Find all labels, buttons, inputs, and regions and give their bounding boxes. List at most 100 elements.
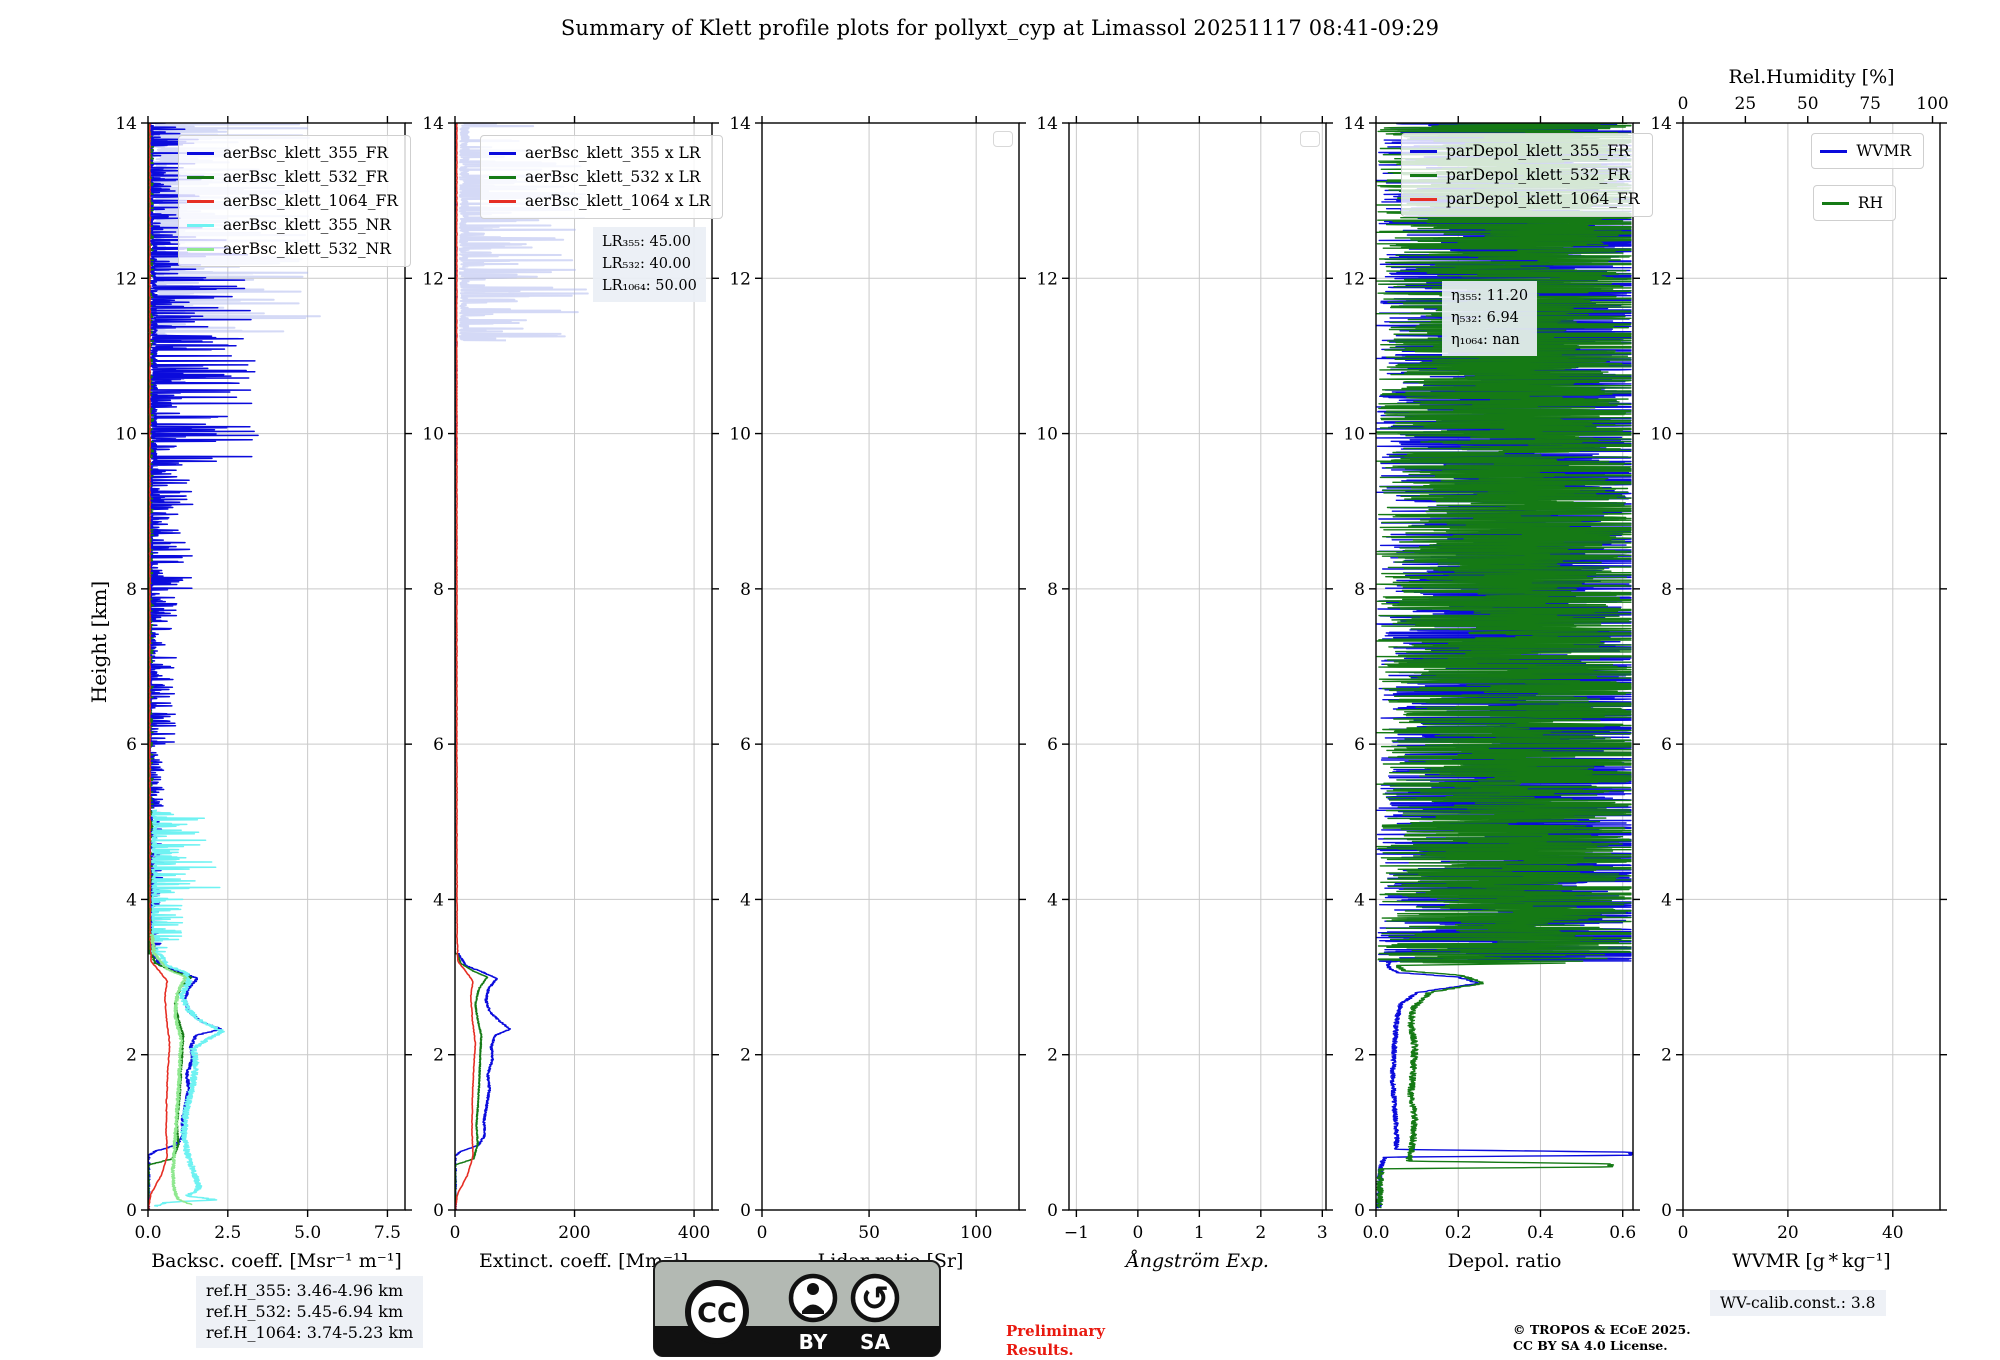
badge-by-label: BY [799, 1330, 828, 1354]
legend-item: aerBsc_klett_532 x LR [489, 165, 710, 189]
y-tick-label: 2 [1047, 1046, 1058, 1066]
y-tick-label: 0 [1047, 1201, 1058, 1221]
aerBsc_klett_1064_FR-curve [148, 123, 171, 1210]
legend-label: aerBsc_klett_532_NR [223, 240, 391, 259]
x-tick-label: 400 [678, 1223, 710, 1243]
y-tick-label: 10 [1036, 425, 1058, 445]
wv-calibration-box: WV-calib.const.: 3.8 [1710, 1290, 1886, 1316]
x-tick-label: 1 [1194, 1223, 1205, 1243]
preliminary-results-note: Preliminary Results. [1006, 1322, 1105, 1359]
y-tick-label: 8 [1354, 580, 1365, 600]
x-tick-label: 200 [558, 1223, 590, 1243]
legend-label: parDepol_klett_532_FR [1446, 166, 1630, 185]
x-tick-label: 0 [757, 1223, 768, 1243]
legend-swatch [1410, 197, 1437, 201]
y-axis-label: Height [km] [87, 580, 112, 704]
page-title: Summary of Klett profile plots for polly… [560, 16, 1440, 40]
legend-item: aerBsc_klett_532_FR [187, 165, 398, 189]
share-alike-icon: ↺ [850, 1273, 900, 1323]
ghost_355xLR-curve [458, 123, 589, 342]
legend: aerBsc_klett_355 x LR aerBsc_klett_532 x … [480, 135, 724, 220]
y-tick-label: 8 [126, 580, 137, 600]
x-tick-label: 40 [1882, 1223, 1904, 1243]
legend-item: WVMR [1820, 139, 1911, 163]
legend-swatch [1410, 149, 1437, 153]
legend-swatch [187, 247, 214, 251]
y-tick-label: 10 [1650, 425, 1672, 445]
legend-item: aerBsc_klett_1064 x LR [489, 189, 710, 213]
y-tick-label: 8 [1661, 580, 1672, 600]
top-tick-label: 25 [1735, 94, 1757, 114]
y-tick-label: 0 [1354, 1201, 1365, 1221]
y-tick-label: 10 [115, 425, 137, 445]
y-tick-label: 0 [433, 1201, 444, 1221]
copyright-note: © TROPOS & ECoE 2025. CC BY SA 4.0 Licen… [1513, 1322, 1691, 1354]
y-tick-label: 0 [740, 1201, 751, 1221]
y-tick-label: 2 [433, 1046, 444, 1066]
legend-item: aerBsc_klett_1064_FR [187, 189, 398, 213]
y-tick-label: 14 [422, 114, 444, 134]
legend-item: parDepol_klett_532_FR [1410, 163, 1640, 187]
plot-wvmr: 0 20 40 0 25 50 75 100 Rel.Humidity [%] 0 2 4 6 8 10 12… [1650, 66, 1948, 1272]
y-tick-label: 8 [1047, 580, 1058, 600]
panel-extinction: 0 200 400 0 2 4 6 8 10 12 14 Extinct. coeff. [Mm⁻¹]… [422, 114, 724, 1272]
legend-label: aerBsc_klett_355_FR [223, 144, 389, 162]
ref-h-532: ref.H_532: 5.45-6.94 km [206, 1301, 404, 1321]
y-tick-label: 12 [422, 269, 444, 289]
cc-by-sa-badge: CC ↺ BY SA [653, 1260, 941, 1357]
y-tick-label: 8 [740, 580, 751, 600]
annotation-box: η₃₅₅: 11.20 η₅₃₂: 6.94 η₁₀₆₄: nan [1442, 281, 1538, 357]
legend-label: parDepol_klett_355_FR [1446, 142, 1630, 160]
legend-label: parDepol_klett_1064_FR [1446, 190, 1640, 209]
legend: aerBsc_klett_355_FR aerBsc_klett_532_FR ae… [178, 135, 411, 268]
legend-swatch [1820, 149, 1848, 153]
cc-logo-icon: CC [685, 1280, 749, 1344]
legend-item: aerBsc_klett_355 x LR [489, 141, 710, 165]
x-tick-label: 5.0 [294, 1223, 321, 1243]
y-tick-label: 10 [1343, 425, 1365, 445]
x-tick-label: 0.0 [134, 1223, 161, 1243]
y-tick-label: 12 [729, 269, 751, 289]
y-tick-label: 12 [1343, 269, 1365, 289]
y-tick-label: 14 [1036, 114, 1058, 134]
aerBsc_klett_532xLR-curve [455, 123, 489, 1210]
x-axis-label: WVMR [g * kg⁻¹] [1732, 1250, 1890, 1272]
svg-text:CC: CC [697, 1298, 737, 1329]
top-tick-label: 75 [1859, 94, 1881, 114]
y-tick-label: 14 [1650, 114, 1672, 134]
y-tick-label: 2 [740, 1046, 751, 1066]
x-tick-label: 0 [1132, 1223, 1143, 1243]
empty-legend-box [1300, 131, 1320, 147]
person-icon [788, 1273, 838, 1323]
ref-h-355: ref.H_355: 3.46-4.96 km [206, 1281, 404, 1300]
panel-backscatter: 0.0 2.5 5.0 7.5 0 2 4 6 8 10 12 14 Backsc. coeff. [M… [115, 114, 412, 1272]
legend-swatch [1410, 173, 1437, 177]
svg-text:↺: ↺ [861, 1279, 890, 1319]
x-axis-label: Ångström Exp. [1124, 1250, 1269, 1272]
top-axis-title: Rel.Humidity [%] [1728, 66, 1894, 88]
aerBsc_klett_355_FR-curve [148, 123, 259, 1210]
legend-item: aerBsc_klett_355_NR [187, 213, 398, 237]
x-tick-label: 20 [1777, 1223, 1799, 1243]
annotation-box: LR₃₅₅: 45.00 LR₅₃₂: 40.00 LR₁₀₆₄: 50.00 [593, 227, 706, 303]
y-tick-label: 6 [126, 735, 137, 755]
legend: RH [1812, 185, 1896, 222]
panel-depol-ratio: 0.0 0.2 0.4 0.6 0 2 4 6 8 10 12 14 Depol. ratio parDe… [1343, 114, 1653, 1272]
x-axis-label: Extinct. coeff. [Mm⁻¹] [479, 1250, 688, 1272]
x-tick-label: 0.0 [1362, 1223, 1389, 1243]
y-tick-label: 6 [740, 735, 751, 755]
legend-swatch [489, 151, 516, 155]
reference-height-box: ref.H_355: 3.46-4.96 km ref.H_532: 5.45-… [196, 1276, 424, 1349]
legend-label: aerBsc_klett_1064 x LR [525, 192, 711, 211]
legend-label: aerBsc_klett_355_NR [223, 216, 391, 235]
y-tick-label: 14 [729, 114, 751, 134]
panel-angstroem: −1 0 1 2 3 0 2 4 6 8 10 12 14 Ångström Exp. [1036, 114, 1333, 1272]
legend-swatch [489, 175, 516, 179]
y-tick-label: 6 [433, 735, 444, 755]
aerBsc_klett_532_FR-curve [148, 123, 193, 1210]
top-tick-label: 0 [1678, 94, 1689, 114]
y-tick-label: 4 [1047, 890, 1058, 910]
legend-swatch [1821, 201, 1849, 205]
legend-label: aerBsc_klett_532 x LR [525, 168, 701, 187]
x-tick-label: 0.4 [1527, 1223, 1554, 1243]
